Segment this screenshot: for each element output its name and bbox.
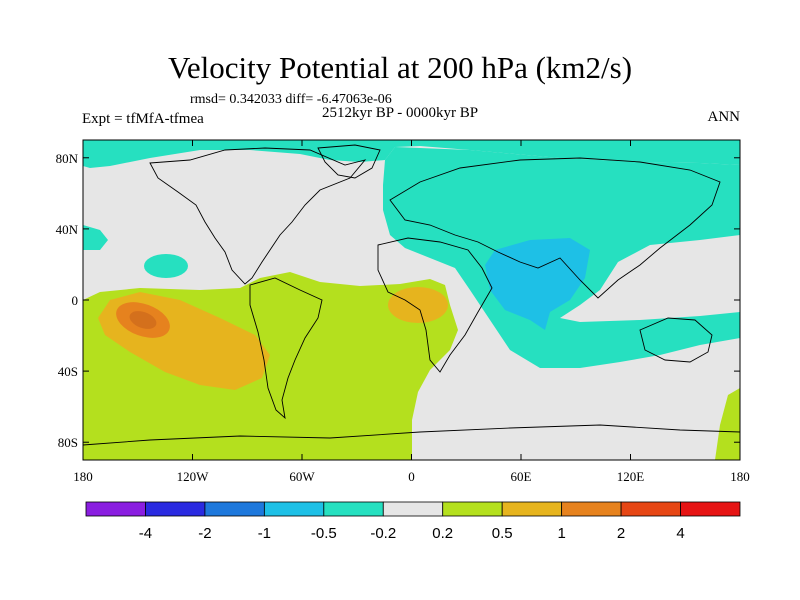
colorbar-box (680, 501, 741, 517)
stats-line: rmsd= 0.342033 diff= -6.47063e-06 (190, 92, 392, 107)
colorbar-box (382, 501, 444, 517)
colorbar-box (561, 501, 622, 517)
period-label: 2512kyr BP - 0000kyr BP (322, 105, 479, 121)
antarctica-coast (83, 424, 740, 446)
south-america-coast (249, 277, 323, 420)
colorbar-label: -0.5 (311, 525, 337, 542)
colorbar-label: 0.2 (432, 525, 453, 542)
colorbar-label: 0.5 (492, 525, 513, 542)
axes-layer: 180 120W 60W 0 60E 120E 180 80N 40N 0 40S 80S (56, 140, 750, 484)
australia-coast (639, 317, 713, 363)
colorbar-box (263, 501, 325, 517)
colorbar-box (204, 501, 265, 517)
colorbar-label: -1 (258, 525, 271, 542)
region-tropical-atlantic-positive (388, 287, 448, 323)
region-southeast-edge-positive (715, 388, 740, 460)
africa-coast (377, 237, 493, 373)
colorbar-label: -2 (198, 525, 211, 542)
y-tick-label: 80N (56, 151, 79, 166)
x-tick-label: 120W (177, 469, 210, 484)
y-tick-label: 40S (58, 364, 78, 379)
chart-title: Velocity Potential at 200 hPa (km2/s) (167, 50, 633, 85)
colorbar-box (145, 501, 206, 517)
colorbar-label: 1 (557, 525, 565, 542)
colorbar-label: 2 (617, 525, 625, 542)
experiment-label: Expt = tfMfA-tfmea (82, 111, 204, 127)
eurasia-coast (389, 157, 721, 299)
x-tick-label: 180 (730, 469, 750, 484)
colorbar-label: -0.2 (370, 525, 396, 542)
x-tick-label: 60E (511, 469, 532, 484)
contour-fill-layer (83, 140, 740, 460)
colorbar-box (442, 501, 503, 517)
coastlines (83, 144, 740, 446)
colorbar-label: -4 (139, 525, 152, 542)
region-north-high-lat-negative (83, 140, 740, 168)
region-indian-ocean-core-negative (485, 238, 590, 330)
colorbar-box (620, 501, 681, 517)
y-tick-label: 0 (72, 293, 79, 308)
region-south-pacific-inner-core (129, 311, 157, 329)
region-west-pacific-negative-small (144, 254, 188, 278)
y-tick-label: 80S (58, 435, 78, 450)
x-tick-label: 180 (73, 469, 93, 484)
colorbar-box (85, 501, 146, 517)
x-tick-label: 60W (289, 469, 315, 484)
colorbar-box (501, 501, 563, 517)
north-america-coast (149, 147, 367, 285)
colorbar: -4 -2 -1 -0.5 -0.2 0.2 0.5 1 2 4 (85, 501, 741, 542)
season-label: ANN (707, 109, 741, 125)
x-tick-label: 0 (408, 469, 415, 484)
region-west-edge-negative (83, 225, 108, 250)
colorbar-box (323, 501, 384, 517)
y-tick-label: 40N (56, 222, 79, 237)
greenland-coast (317, 144, 381, 179)
colorbar-label: 4 (676, 525, 684, 542)
x-tick-label: 120E (617, 469, 645, 484)
